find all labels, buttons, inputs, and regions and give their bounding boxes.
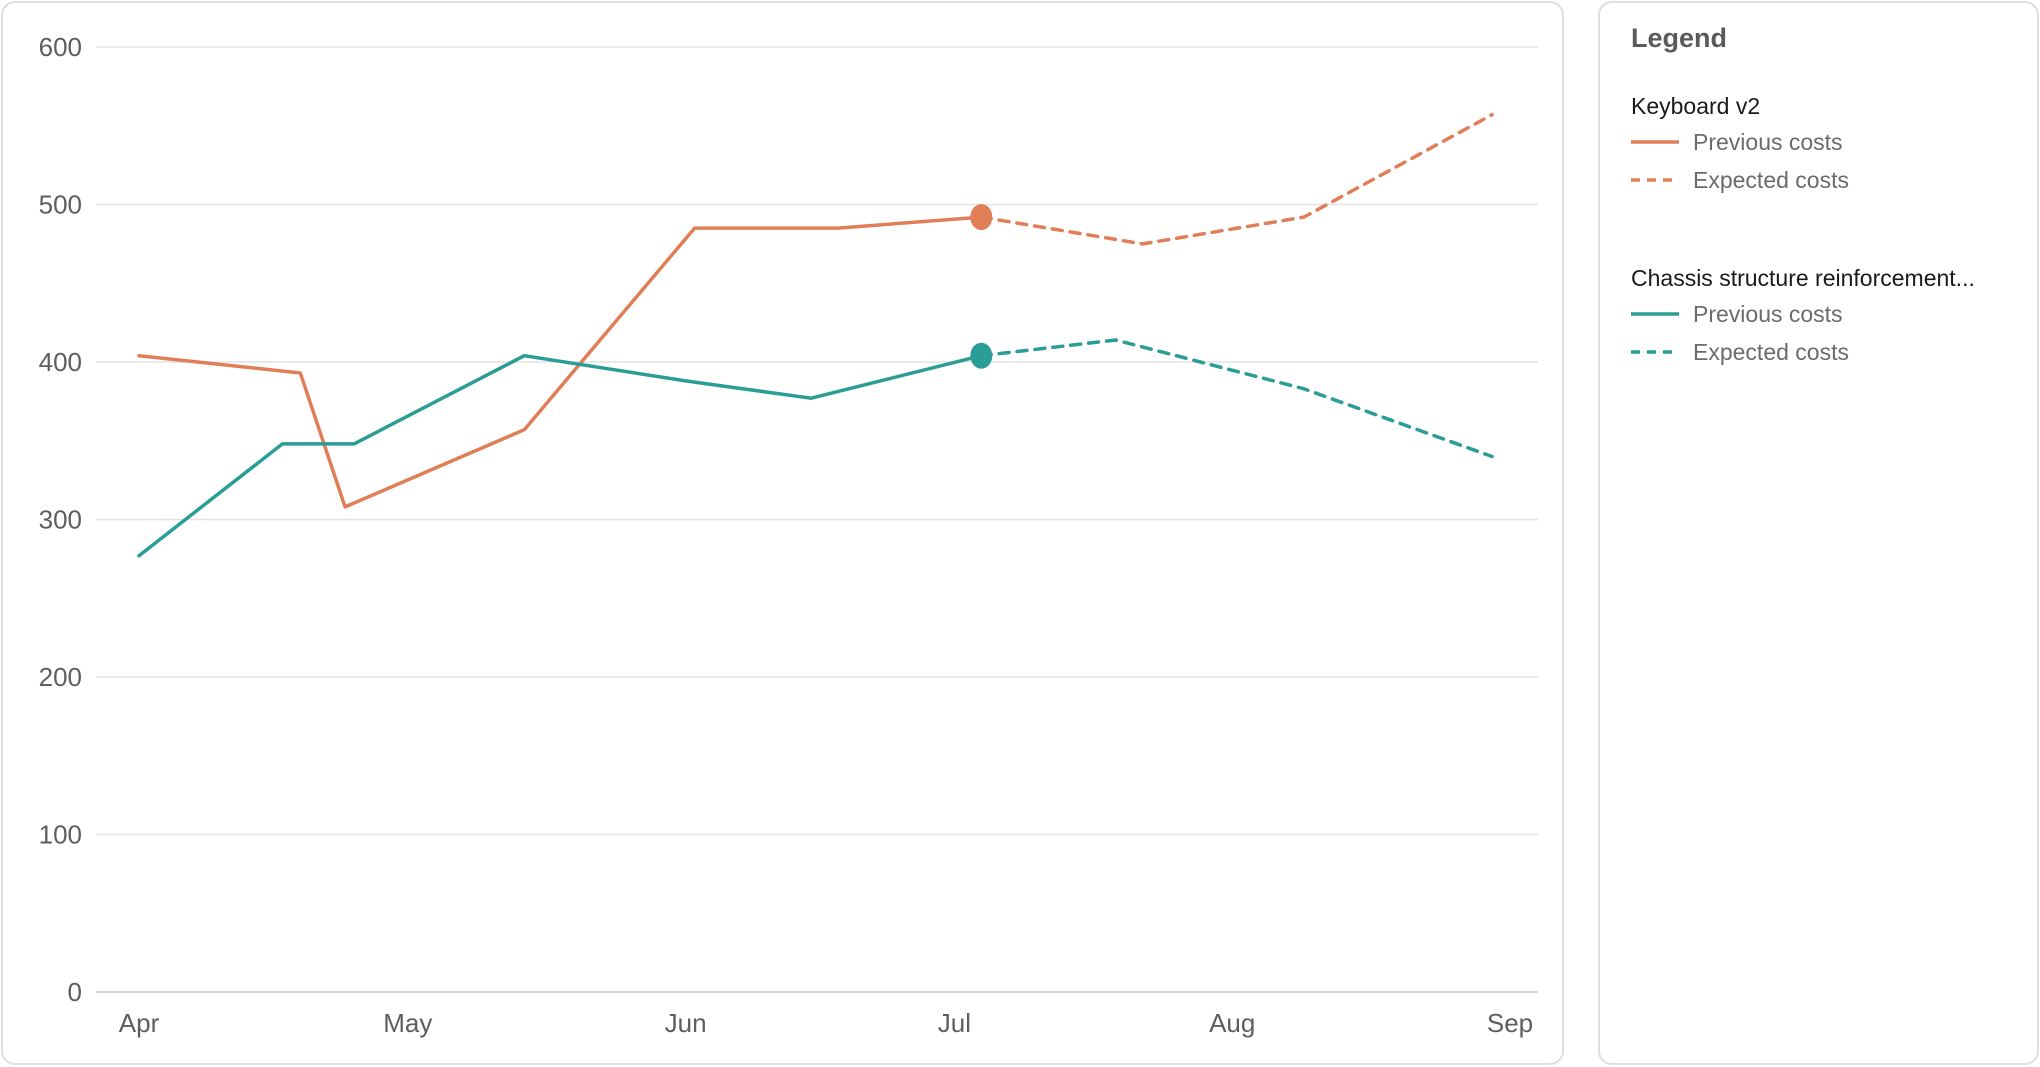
solid-line-swatch-icon bbox=[1631, 140, 1679, 144]
legend-panel: Legend Keyboard v2 Previous costs Expect… bbox=[1598, 1, 2039, 1065]
x-tick-label: Apr bbox=[119, 1008, 160, 1038]
legend-entry-label: Expected costs bbox=[1693, 166, 1849, 193]
current-value-marker bbox=[970, 204, 993, 231]
legend-entry-label: Previous costs bbox=[1693, 300, 1843, 327]
legend-entry-expected-costs[interactable]: Expected costs bbox=[1631, 161, 2031, 199]
y-tick-label: 100 bbox=[39, 820, 82, 850]
x-tick-label: Sep bbox=[1487, 1008, 1533, 1038]
legend-group-name: Keyboard v2 bbox=[1631, 93, 1761, 119]
y-tick-label: 300 bbox=[39, 505, 82, 535]
solid-line-swatch-icon bbox=[1631, 312, 1679, 316]
legend-entry-previous-costs[interactable]: Previous costs bbox=[1631, 295, 2031, 333]
expected-costs-line bbox=[979, 338, 1494, 459]
chart-panel: 0 100 200 300 400 500 600 Apr May Jun Jul Aug Sep bbox=[1, 1, 1564, 1065]
legend-title: Legend bbox=[1631, 23, 1728, 53]
previous-costs-line bbox=[137, 215, 984, 509]
x-tick-label: Jun bbox=[665, 1008, 707, 1038]
line-chart: 0 100 200 300 400 500 600 Apr May Jun Jul Aug Sep bbox=[39, 32, 1538, 1038]
legend-entry-label: Expected costs bbox=[1693, 338, 1849, 365]
previous-costs-line bbox=[137, 353, 984, 558]
legend-group-chassis: Chassis structure reinforcement... Previ… bbox=[1631, 261, 2031, 371]
y-tick-label: 400 bbox=[39, 347, 82, 377]
dashed-line-swatch-icon bbox=[1631, 178, 1679, 182]
x-tick-label: May bbox=[383, 1008, 432, 1038]
x-tick-label: Jul bbox=[938, 1008, 971, 1038]
y-tick-label: 200 bbox=[39, 662, 82, 692]
legend-entry-previous-costs[interactable]: Previous costs bbox=[1631, 123, 2031, 161]
expected-costs-line bbox=[979, 112, 1494, 246]
legend-group-name: Chassis structure reinforcement... bbox=[1631, 265, 1975, 291]
y-tick-label: 600 bbox=[39, 32, 82, 62]
x-tick-label: Aug bbox=[1209, 1008, 1255, 1038]
dashed-line-swatch-icon bbox=[1631, 350, 1679, 354]
y-tick-label: 0 bbox=[68, 977, 82, 1007]
legend-entry-expected-costs[interactable]: Expected costs bbox=[1631, 333, 2031, 371]
legend-group-keyboard-v2: Keyboard v2 Previous costs Expected cost… bbox=[1631, 89, 2031, 199]
current-value-marker bbox=[970, 342, 993, 369]
legend-entry-label: Previous costs bbox=[1693, 128, 1843, 155]
y-tick-label: 500 bbox=[39, 190, 82, 220]
